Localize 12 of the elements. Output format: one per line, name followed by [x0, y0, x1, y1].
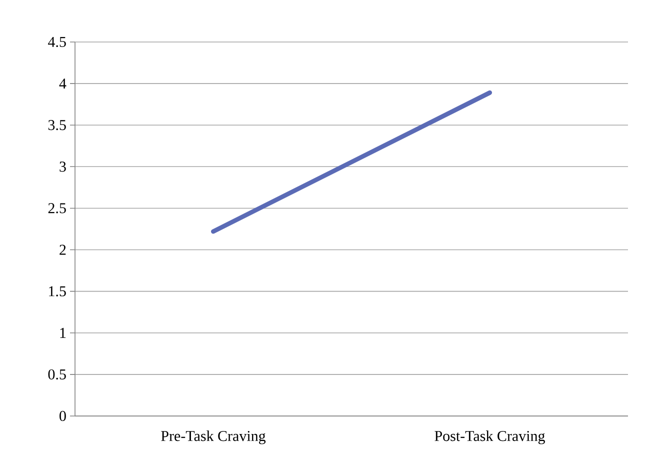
x-tick-label: Pre-Task Craving	[161, 430, 266, 444]
x-tick-label: Post-Task Craving	[434, 430, 545, 444]
y-tick-label: 2.5	[48, 203, 66, 214]
y-tick-label: 0	[60, 410, 66, 422]
y-tick-label: 1.5	[49, 286, 66, 296]
y-tick-label: 3	[60, 162, 66, 172]
y-tick-label: 0.5	[48, 369, 66, 380]
y-tick-label: 4	[59, 78, 66, 88]
y-tick-label: 1	[60, 328, 66, 338]
y-tick-label: 4.5	[48, 36, 66, 48]
y-tick-label: 3.5	[48, 120, 66, 130]
y-tick-label: 2	[60, 244, 66, 255]
